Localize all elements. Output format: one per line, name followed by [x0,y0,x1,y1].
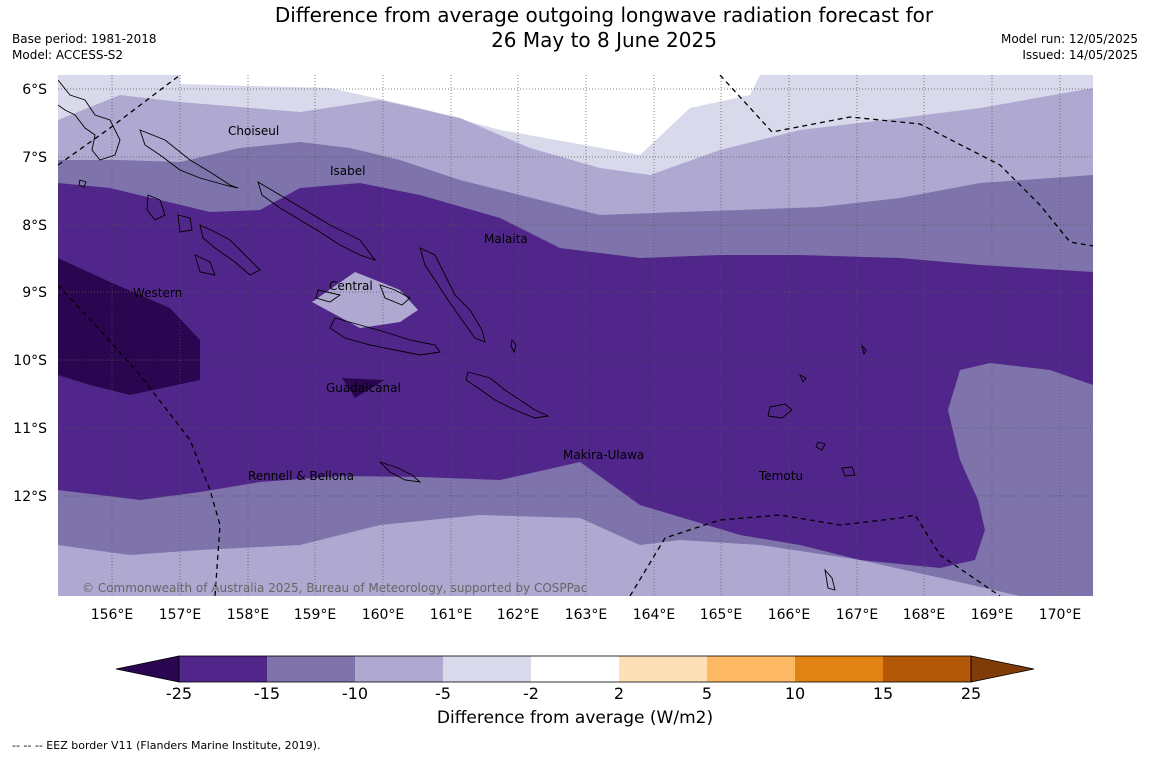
lon-label: 160°E [362,607,405,623]
colorbar-tick: -2 [523,684,539,703]
label-makira-ulawa: Makira-Ulawa [563,448,644,462]
band-minus-25 [58,258,200,395]
base-period: Base period: 1981-2018 [12,32,157,46]
lon-label: 167°E [836,607,879,623]
colorbar-tick: -10 [342,684,368,703]
colorbar-swatch [795,656,883,682]
lat-label: 10°S [13,353,47,369]
lon-label: 169°E [971,607,1014,623]
label-choiseul: Choiseul [228,124,279,138]
lon-label: 164°E [633,607,676,623]
model-name: Model: ACCESS-S2 [12,48,124,62]
lat-label: 8°S [22,218,47,234]
map-title: Difference from average outgoing longwav… [200,3,1008,53]
lon-label: 166°E [768,607,811,623]
province-labels: Choiseul Isabel Malaita Western Central … [133,124,803,483]
label-isabel: Isabel [330,164,365,178]
colorbar-outline [178,655,972,683]
label-central: Central [329,279,373,293]
copyright-text: © Commonwealth of Australia 2025, Bureau… [82,581,587,595]
eez-footnote: -- -- -- EEZ border V11 (Flanders Marine… [12,739,321,752]
lon-label: 170°E [1039,607,1082,623]
colorbar-label: Difference from average (W/m2) [436,708,714,728]
eez-borders [58,75,1093,596]
colorbar-max-extend [970,655,1035,683]
label-malaita: Malaita [484,232,528,246]
colorbar-swatch [355,656,443,682]
lat-label: 6°S [22,82,47,98]
band-minus-5-pocket [312,272,418,328]
colorbar-ticks: -25 -15 -10 -5 -2 2 5 10 15 25 [166,684,981,703]
title-line-2: 26 May to 8 June 2025 [491,28,717,52]
colorbar-swatch [531,656,619,682]
issued-date: Issued: 14/05/2025 [1022,48,1138,62]
meta-right: Model run: 12/05/2025 Issued: 14/05/2025 [1001,31,1138,63]
latitude-labels: 6°S 7°S 8°S 9°S 10°S 11°S 12°S [13,82,47,505]
title-line-1: Difference from average outgoing longwav… [274,3,934,27]
colorbar-swatch [619,656,707,682]
lat-label: 12°S [13,489,47,505]
lon-label: 161°E [430,607,473,623]
colorbar-swatch [267,656,355,682]
lon-label: 163°E [565,607,608,623]
colorbar-tick: -15 [254,684,280,703]
colorbar-tick: 25 [961,684,981,703]
coastlines [58,79,867,591]
model-run: Model run: 12/05/2025 [1000,32,1138,46]
lat-label: 9°S [22,285,47,301]
label-guadalcanal: Guadalcanal [326,381,401,395]
band-minus-15 [58,183,1093,568]
colorbar: -25 -15 -10 -5 -2 2 5 10 15 25 [115,655,1035,703]
colorbar-tick: 2 [614,684,624,703]
longitude-labels: 156°E 157°E 158°E 159°E 160°E 161°E 162°… [91,607,1082,623]
colorbar-swatch [707,656,795,682]
colorbar-tick: 15 [873,684,893,703]
colorbar-min-extend [115,655,180,683]
label-western: Western [133,286,182,300]
label-temotu: Temotu [758,469,803,483]
meta-left: Base period: 1981-2018 Model: ACCESS-S2 [12,31,157,63]
colorbar-tick: -5 [435,684,451,703]
label-rennell-bellona: Rennell & Bellona [248,469,354,483]
lat-label: 7°S [22,150,47,166]
colorbar-swatch [443,656,531,682]
lon-label: 158°E [227,607,270,623]
colorbar-swatch [179,656,267,682]
lon-label: 168°E [903,607,946,623]
lon-label: 157°E [159,607,202,623]
lon-label: 156°E [91,607,134,623]
colorbar-tick: 10 [785,684,805,703]
colorbar-tick: -25 [166,684,192,703]
lon-label: 162°E [497,607,540,623]
lon-label: 165°E [700,607,743,623]
lon-label: 159°E [294,607,337,623]
lat-label: 11°S [13,421,47,437]
colorbar-tick: 5 [702,684,712,703]
band-minus-25-small [342,378,385,398]
colorbar-swatch [883,656,971,682]
anomaly-field: Choiseul Isabel Malaita Western Central … [58,75,1093,596]
